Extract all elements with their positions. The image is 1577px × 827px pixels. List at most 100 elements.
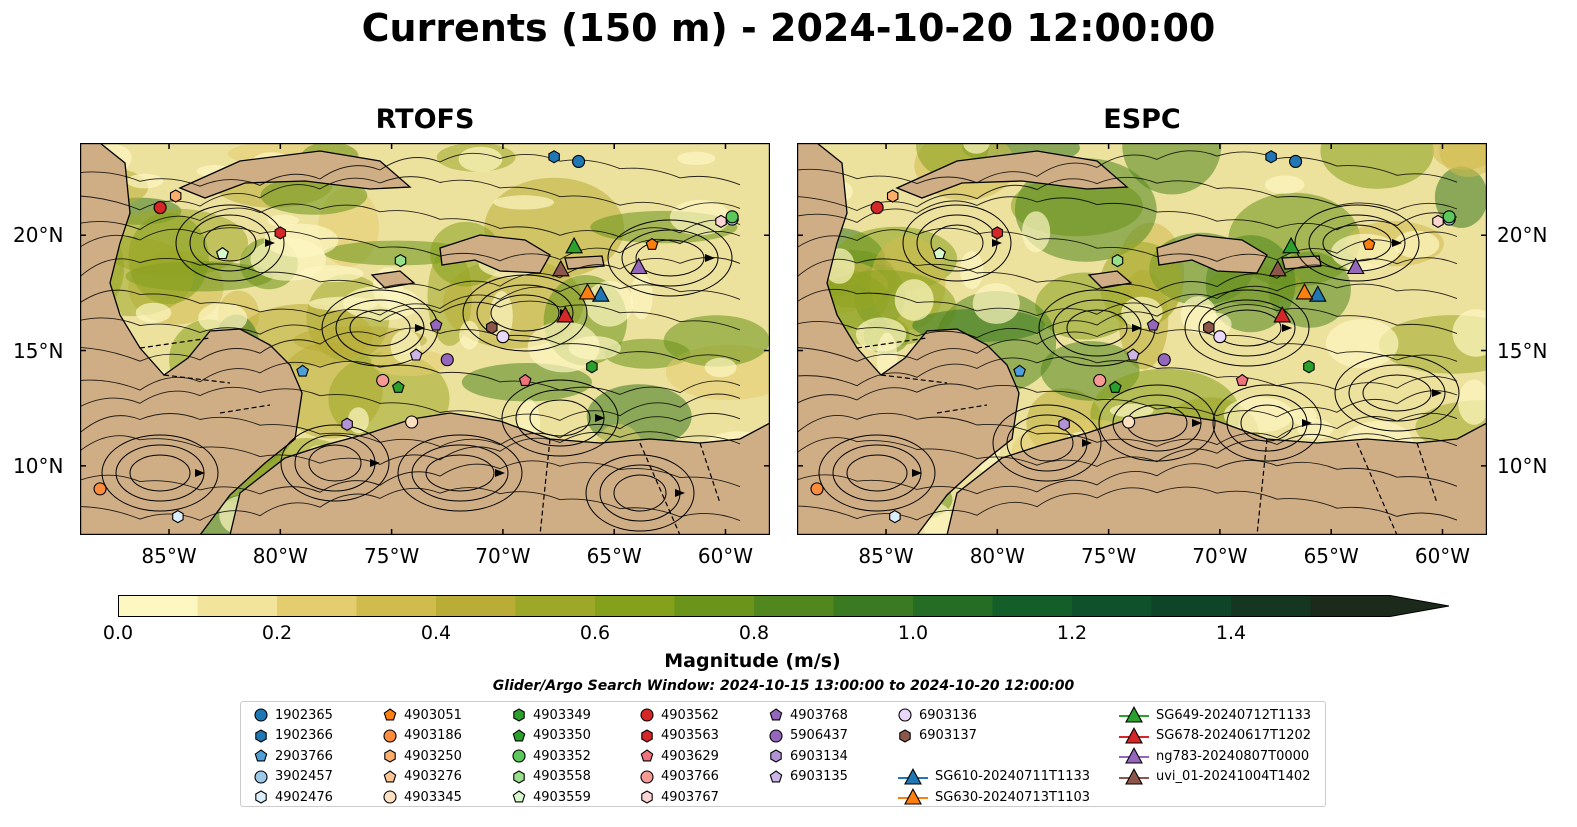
platform-marker-4903349[interactable] — [586, 360, 598, 374]
pentagon-icon[interactable] — [383, 769, 397, 782]
platform-marker-4902476[interactable] — [172, 509, 184, 524]
platform-marker-sg649-20240712t1133[interactable] — [565, 236, 584, 254]
pentagon-icon[interactable] — [769, 708, 783, 721]
platform-marker-4903051[interactable] — [645, 237, 659, 250]
platform-marker-4903186[interactable] — [810, 482, 824, 496]
circle-icon[interactable] — [254, 708, 268, 722]
pentagon-icon[interactable] — [769, 769, 783, 782]
platform-marker-6903137[interactable] — [1203, 320, 1215, 335]
platform-marker-4903562[interactable] — [153, 201, 167, 215]
circle-icon[interactable] — [640, 769, 654, 784]
platform-marker-4903767[interactable] — [1432, 214, 1444, 229]
platform-marker-4903250[interactable] — [169, 189, 182, 203]
espc-map-panel[interactable] — [797, 143, 1487, 535]
pentagon-icon[interactable] — [640, 749, 654, 762]
legend-item: 4903250 — [382, 746, 462, 766]
platform-marker-4903349[interactable] — [1303, 360, 1315, 374]
platform-marker-4903558[interactable] — [1111, 253, 1124, 268]
platform-marker-4903250[interactable] — [886, 189, 899, 203]
platform-marker-4903352[interactable] — [1442, 210, 1456, 224]
circle-icon[interactable] — [254, 769, 268, 784]
pentagon-icon[interactable] — [254, 749, 268, 762]
triangle-icon[interactable] — [904, 788, 922, 805]
platform-marker-6903137[interactable] — [486, 320, 498, 335]
rtofs-map-panel[interactable] — [80, 143, 770, 535]
platform-marker-6903134[interactable] — [1058, 417, 1070, 431]
pentagon-icon[interactable] — [512, 728, 526, 741]
platform-marker-sg678-20240617t1202[interactable] — [556, 305, 575, 323]
pentagon-icon[interactable] — [383, 708, 397, 721]
platform-marker-4903559[interactable] — [216, 247, 229, 260]
legend-label: 4903350 — [533, 728, 591, 743]
platform-marker-4903563[interactable] — [274, 226, 287, 240]
platform-marker-uvi_01-20241004t1402[interactable] — [551, 259, 570, 277]
platform-marker-sg630-20240713t1103[interactable] — [1295, 282, 1314, 300]
hexagon-icon[interactable] — [641, 728, 653, 743]
platform-marker-6903135[interactable] — [409, 348, 423, 361]
platform-marker-1902365[interactable] — [1289, 154, 1303, 168]
platform-marker-1902366[interactable] — [548, 150, 560, 164]
hexagon-icon[interactable] — [255, 728, 267, 743]
platform-marker-sg610-20240711t1133[interactable] — [1308, 285, 1327, 302]
hexagon-icon[interactable] — [899, 728, 911, 743]
hexagon-icon[interactable] — [384, 749, 396, 763]
triangle-icon[interactable] — [1125, 767, 1143, 785]
platform-marker-4903350[interactable] — [391, 380, 405, 393]
platform-marker-ng783-20240807t0000[interactable] — [1346, 257, 1365, 275]
country-borders — [856, 337, 1438, 535]
hexagon-icon[interactable] — [255, 790, 267, 804]
platform-marker-4903629[interactable] — [1235, 373, 1249, 386]
triangle-icon[interactable] — [1125, 747, 1143, 764]
platform-marker-4903768[interactable] — [1146, 318, 1160, 331]
platform-marker-4903766[interactable] — [376, 373, 390, 388]
legend-label: 4903250 — [404, 748, 462, 764]
triangle-icon[interactable] — [904, 767, 922, 785]
circle-icon[interactable] — [383, 728, 397, 743]
platform-marker-1902365[interactable] — [572, 154, 586, 168]
platform-marker-4903051[interactable] — [1362, 237, 1376, 250]
platform-marker-5906437[interactable] — [440, 353, 454, 367]
platform-marker-4903562[interactable] — [870, 201, 884, 215]
platform-marker-uvi_01-20241004t1402[interactable] — [1268, 259, 1287, 277]
platform-marker-4903563[interactable] — [991, 226, 1004, 240]
platform-marker-4903767[interactable] — [715, 214, 727, 229]
platform-marker-sg630-20240713t1103[interactable] — [578, 282, 597, 300]
hexagon-icon[interactable] — [641, 790, 653, 804]
platform-marker-4902476[interactable] — [889, 509, 901, 524]
circle-icon[interactable] — [898, 708, 912, 722]
platform-marker-6903136[interactable] — [1213, 330, 1227, 344]
hexagon-icon[interactable] — [513, 769, 525, 784]
platform-marker-4903766[interactable] — [1093, 373, 1107, 388]
circle-icon[interactable] — [769, 728, 783, 743]
platform-marker-4903345[interactable] — [405, 415, 419, 429]
hexagon-icon[interactable] — [770, 749, 782, 763]
platform-marker-sg649-20240712t1133[interactable] — [1282, 236, 1301, 254]
lon-tick-label: 65°W — [1303, 544, 1359, 568]
circle-icon[interactable] — [640, 708, 654, 722]
pentagon-icon[interactable] — [512, 790, 526, 803]
platform-marker-4903559[interactable] — [933, 247, 946, 260]
platform-marker-6903135[interactable] — [1126, 348, 1140, 361]
triangle-icon[interactable] — [1125, 706, 1143, 723]
platform-marker-4903352[interactable] — [725, 210, 739, 224]
platform-marker-4903350[interactable] — [1108, 380, 1122, 393]
platform-marker-4903629[interactable] — [518, 373, 532, 386]
platform-marker-sg678-20240617t1202[interactable] — [1273, 305, 1292, 323]
colorbar-segment — [674, 595, 755, 617]
hexagon-icon[interactable] — [513, 708, 525, 722]
circle-icon[interactable] — [512, 749, 526, 763]
platform-marker-2903766[interactable] — [296, 364, 309, 377]
platform-marker-2903766[interactable] — [1013, 364, 1026, 377]
platform-marker-4903558[interactable] — [394, 253, 407, 268]
platform-marker-4903345[interactable] — [1122, 415, 1136, 429]
platform-marker-4903186[interactable] — [93, 482, 107, 496]
platform-marker-sg610-20240711t1133[interactable] — [591, 285, 610, 302]
platform-marker-6903136[interactable] — [496, 330, 510, 344]
platform-marker-5906437[interactable] — [1157, 353, 1171, 367]
circle-icon[interactable] — [383, 790, 397, 804]
platform-marker-6903134[interactable] — [341, 417, 353, 431]
triangle-icon[interactable] — [1125, 726, 1143, 744]
platform-marker-4903768[interactable] — [429, 318, 443, 331]
platform-marker-1902366[interactable] — [1265, 150, 1277, 164]
platform-marker-ng783-20240807t0000[interactable] — [629, 257, 648, 275]
